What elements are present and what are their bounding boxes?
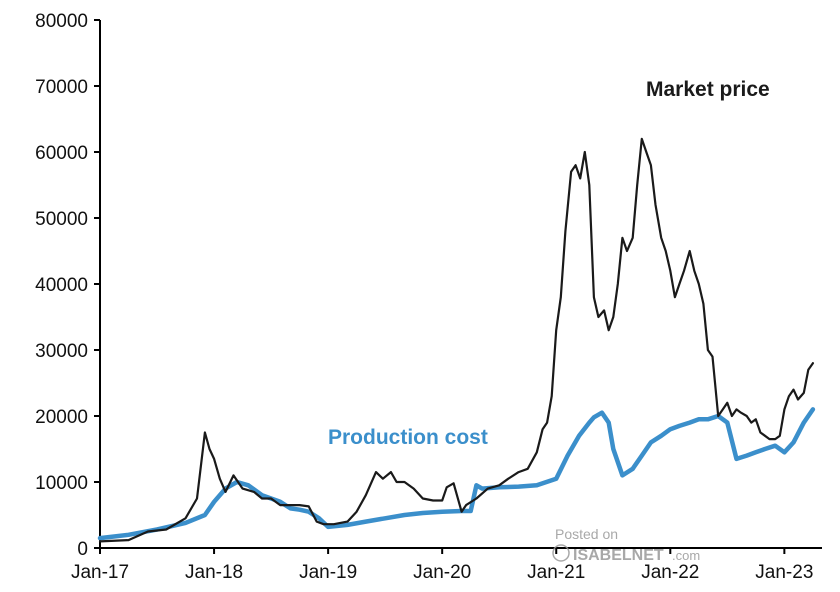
x-tick-label: Jan-17 [71,562,129,583]
y-tick-label: 30000 [35,341,88,362]
y-tick-label: 70000 [35,77,88,98]
production-cost-label: Production cost [328,426,488,449]
y-tick-label: 20000 [35,407,88,428]
series-lines [97,137,816,543]
watermark-line1: Posted on [555,526,618,542]
watermark-suffix: .com [672,548,700,563]
y-tick-label: 60000 [35,143,88,164]
y-tick-label: 10000 [35,473,88,494]
x-tick-label: Jan-19 [299,562,357,583]
y-tick-label: 80000 [35,11,88,32]
market-price-line [98,137,815,543]
x-tick-label: Jan-21 [527,562,585,583]
y-ticks: 0 10000 20000 30000 40000 50000 60000 70000 8000… [35,11,100,560]
x-tick-label: Jan-18 [185,562,243,583]
x-ticks: Jan-17 Jan-18 Jan-19 Jan-20 Jan-21 Jan-22 Jan-… [71,548,813,583]
x-tick-label: Jan-23 [755,562,813,583]
watermark-globe-icon [552,544,570,562]
market-price-label: Market price [646,78,770,101]
y-tick-label: 50000 [35,209,88,230]
watermark-line2: ISABELNET [573,547,664,564]
y-tick-label: 40000 [35,275,88,296]
x-tick-label: Jan-22 [641,562,699,583]
watermark: Posted on ISABELNET .com [552,526,700,564]
y-tick-label: 0 [77,539,88,560]
x-tick-label: Jan-20 [413,562,471,583]
